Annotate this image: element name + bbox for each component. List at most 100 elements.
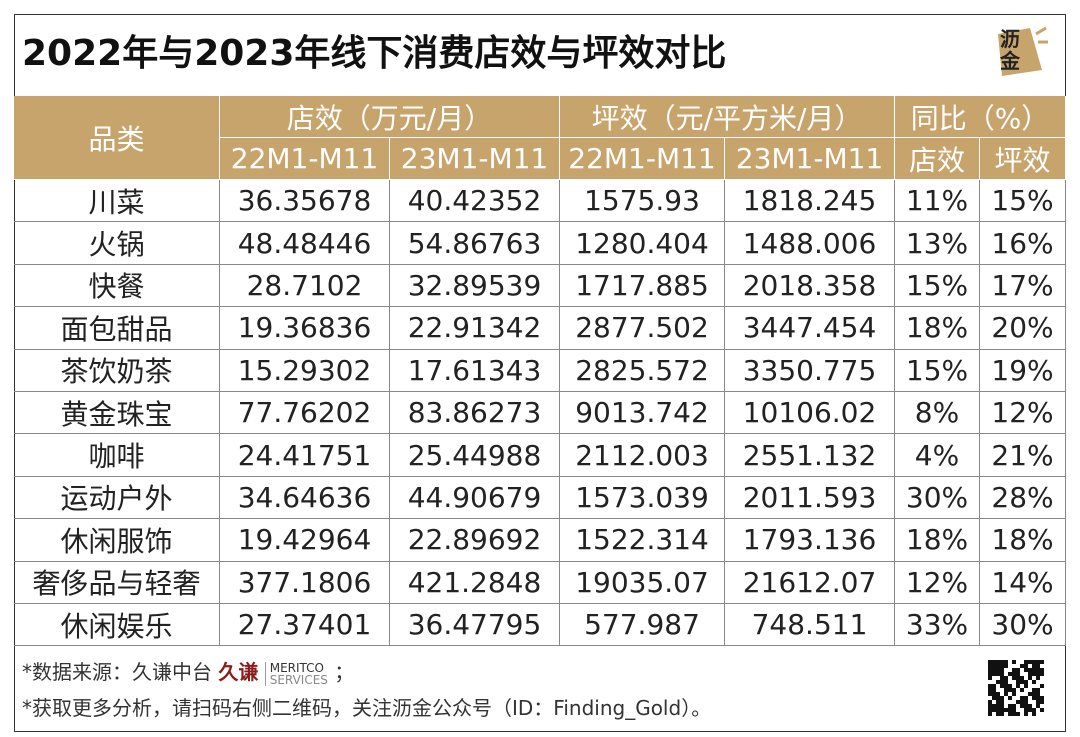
cell-value: 19% [980, 349, 1066, 392]
cell-value: 12% [980, 392, 1066, 435]
row-category: 面包甜品 [14, 307, 220, 350]
cell-value: 18% [895, 307, 980, 350]
cell-value: 25.44988 [390, 434, 560, 477]
row-category: 休闲娱乐 [14, 604, 220, 647]
cell-value: 8% [895, 392, 980, 435]
cell-value: 15% [895, 264, 980, 308]
cell-value: 22.89692 [390, 519, 560, 562]
cell-value: 16% [980, 222, 1066, 265]
qr-code [988, 660, 1044, 716]
cell-value: 1573.039 [560, 476, 725, 520]
cell-value: 36.47795 [390, 604, 560, 647]
row-category: 火锅 [14, 222, 220, 265]
cell-value: 15.29302 [220, 349, 390, 392]
cell-value: 1717.885 [560, 264, 725, 308]
cell-value: 1522.314 [560, 519, 725, 562]
cell-value: 9013.742 [560, 392, 725, 435]
cell-value: 34.64636 [220, 476, 390, 520]
row-category: 运动户外 [14, 476, 220, 520]
group-header: 店效（万元/月） [220, 96, 560, 138]
row-category: 咖啡 [14, 434, 220, 477]
cell-value: 13% [895, 222, 980, 265]
source-line: *数据来源：久谦中台 久谦 MERITCO SERVICES ； [22, 656, 354, 686]
cell-value: 2551.132 [725, 434, 895, 477]
cell-value: 33% [895, 604, 980, 647]
cell-value: 44.90679 [390, 476, 560, 520]
cell-value: 1818.245 [725, 180, 895, 223]
logo-text: 沥金 [1000, 27, 1020, 73]
group-header: 同比（%） [895, 96, 1066, 138]
group-header: 坪效（元/平方米/月） [560, 96, 895, 138]
cell-value: 21612.07 [725, 561, 895, 604]
cell-value: 2011.593 [725, 476, 895, 520]
cell-value: 10106.02 [725, 392, 895, 435]
cell-value: 3350.775 [725, 349, 895, 392]
cell-value: 17.61343 [390, 349, 560, 392]
cell-value: 377.1806 [220, 561, 390, 604]
cell-value: 48.48446 [220, 222, 390, 265]
sub-header: 22M1-M11 [220, 138, 390, 180]
cell-value: 40.42352 [390, 180, 560, 223]
cell-value: 19035.07 [560, 561, 725, 604]
cell-value: 748.511 [725, 604, 895, 647]
cell-value: 19.42964 [220, 519, 390, 562]
cell-value: 24.41751 [220, 434, 390, 477]
cell-value: 14% [980, 561, 1066, 604]
cell-value: 2018.358 [725, 264, 895, 308]
row-category: 川菜 [14, 180, 220, 223]
cell-value: 18% [980, 519, 1066, 562]
cell-value: 30% [895, 476, 980, 520]
cell-value: 15% [980, 180, 1066, 223]
cell-value: 421.2848 [390, 561, 560, 604]
cell-value: 32.89539 [390, 264, 560, 308]
cell-value: 15% [895, 349, 980, 392]
sub-header: 22M1-M11 [560, 138, 725, 180]
cell-value: 1488.006 [725, 222, 895, 265]
cell-value: 12% [895, 561, 980, 604]
cell-value: 36.35678 [220, 180, 390, 223]
cell-value: 77.76202 [220, 392, 390, 435]
cell-value: 20% [980, 307, 1066, 350]
row-category: 奢侈品与轻奢 [14, 561, 220, 604]
cell-value: 21% [980, 434, 1066, 477]
cell-value: 3447.454 [725, 307, 895, 350]
cell-value: 28.7102 [220, 264, 390, 308]
sub-header: 23M1-M11 [390, 138, 560, 180]
cell-value: 28% [980, 476, 1066, 520]
cell-value: 83.86273 [390, 392, 560, 435]
source-logo-en: MERITCO SERVICES [264, 660, 328, 687]
category-header: 品类 [14, 96, 220, 180]
sub-header: 23M1-M11 [725, 138, 895, 180]
cell-value: 11% [895, 180, 980, 223]
cell-value: 30% [980, 604, 1066, 647]
cell-value: 2877.502 [560, 307, 725, 350]
source-suffix: ； [334, 660, 355, 684]
cell-value: 1793.136 [725, 519, 895, 562]
cell-value: 1280.404 [560, 222, 725, 265]
sub-header: 店效 [895, 138, 980, 180]
row-category: 黄金珠宝 [14, 392, 220, 435]
logo-en: MERITCO [269, 660, 324, 675]
row-category: 快餐 [14, 264, 220, 308]
row-category: 茶饮奶茶 [14, 349, 220, 392]
cell-value: 18% [895, 519, 980, 562]
note: *获取更多分析，请扫码右侧二维码，关注沥金公众号（ID：Finding_Gold… [22, 696, 712, 720]
source-logo-cn: 久谦 [218, 660, 259, 684]
cell-value: 577.987 [560, 604, 725, 647]
source-prefix: *数据来源：久谦中台 [22, 660, 212, 684]
cell-value: 1575.93 [560, 180, 725, 223]
cell-value: 2112.003 [560, 434, 725, 477]
cell-value: 19.36836 [220, 307, 390, 350]
title: 2022年与2023年线下消费店效与坪效对比 [22, 33, 727, 74]
cell-value: 54.86763 [390, 222, 560, 265]
cell-value: 2825.572 [560, 349, 725, 392]
sub-header: 坪效 [980, 138, 1066, 180]
cell-value: 4% [895, 434, 980, 477]
cell-value: 27.37401 [220, 604, 390, 647]
cell-value: 22.91342 [390, 307, 560, 350]
logo-shape [998, 26, 1048, 76]
logo-sub: SERVICES [269, 672, 328, 687]
cell-value: 17% [980, 264, 1066, 308]
row-category: 休闲服饰 [14, 519, 220, 562]
